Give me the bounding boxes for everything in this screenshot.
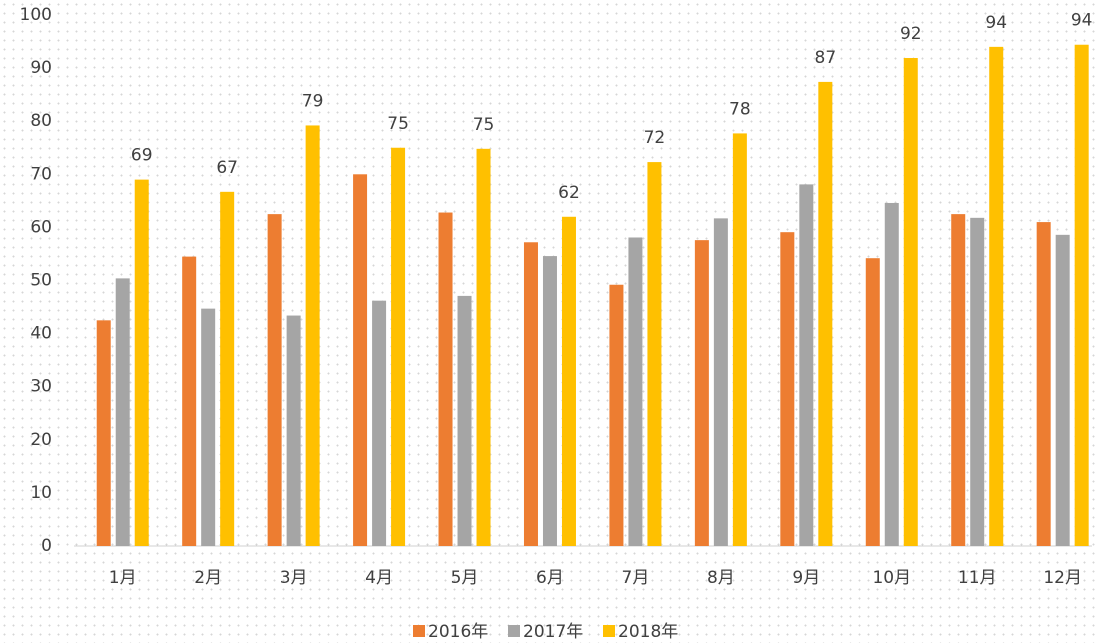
bar: [353, 174, 368, 547]
bar: [201, 308, 216, 546]
bar: [989, 46, 1004, 547]
bar: [115, 278, 130, 546]
bar: [970, 217, 985, 547]
x-tick-label: 2月: [194, 568, 222, 588]
y-tick-label: 10: [30, 483, 52, 503]
bar: [305, 125, 320, 546]
data-label: 75: [473, 115, 495, 135]
y-tick-label: 40: [30, 324, 52, 344]
bar: [1036, 222, 1051, 546]
x-tick-label: 7月: [622, 568, 650, 588]
y-tick-label: 30: [30, 377, 52, 397]
data-label: 87: [815, 48, 837, 68]
data-label: 92: [900, 24, 922, 44]
data-label: 72: [644, 128, 666, 148]
data-label: 79: [302, 91, 324, 111]
x-tick-label: 5月: [451, 568, 479, 588]
bar: [220, 191, 235, 546]
bar: [96, 320, 111, 546]
data-label: 62: [558, 183, 580, 203]
bar: [391, 147, 406, 546]
y-tick-label: 100: [20, 5, 52, 25]
legend-swatch: [508, 625, 520, 637]
data-label: 94: [1071, 11, 1093, 31]
bar: [182, 256, 197, 546]
bar: [865, 258, 880, 546]
bar: [523, 242, 538, 546]
bar: [1055, 234, 1070, 547]
legend-swatch: [413, 625, 425, 637]
bar: [134, 179, 149, 547]
bar: [267, 214, 282, 546]
x-tick-label: 9月: [792, 568, 820, 588]
bar: [609, 284, 624, 546]
y-tick-label: 70: [30, 164, 52, 184]
bar: [647, 162, 662, 546]
bar: [884, 202, 899, 546]
bar: [799, 184, 814, 546]
y-tick-label: 20: [30, 430, 52, 450]
y-tick-label: 60: [30, 217, 52, 237]
bar: [1074, 44, 1089, 547]
data-label: 75: [387, 114, 409, 134]
x-tick-label: 3月: [280, 568, 308, 588]
data-label: 94: [985, 13, 1007, 33]
bar: [286, 315, 301, 546]
x-tick-label: 11月: [958, 568, 997, 588]
x-tick-label: 1月: [109, 568, 137, 588]
bar: [542, 256, 557, 546]
y-tick-label: 90: [30, 58, 52, 78]
bar: [438, 212, 453, 547]
x-tick-label: 4月: [365, 568, 393, 588]
bar: [903, 58, 918, 547]
bar: [732, 133, 747, 546]
y-tick-label: 50: [30, 271, 52, 291]
bar: [628, 237, 643, 546]
legend-label: 2017年: [523, 622, 583, 642]
bar: [713, 218, 728, 547]
bar: [694, 240, 709, 547]
x-tick-label: 8月: [707, 568, 735, 588]
bar: [372, 300, 387, 546]
data-label: 78: [729, 99, 751, 119]
bar: [780, 232, 795, 546]
bar: [457, 295, 472, 546]
data-label: 69: [131, 146, 153, 166]
bar: [561, 216, 576, 546]
y-tick-label: 0: [41, 536, 52, 556]
x-tick-label: 12月: [1043, 568, 1082, 588]
bar: [818, 81, 833, 546]
data-label: 67: [216, 158, 238, 178]
legend-swatch: [603, 625, 615, 637]
x-tick-label: 10月: [872, 568, 911, 588]
bar: [476, 148, 491, 546]
y-tick-label: 80: [30, 111, 52, 131]
x-tick-label: 6月: [536, 568, 564, 588]
legend-label: 2018年: [618, 622, 678, 642]
legend-label: 2016年: [428, 622, 488, 642]
bar: [951, 214, 966, 546]
